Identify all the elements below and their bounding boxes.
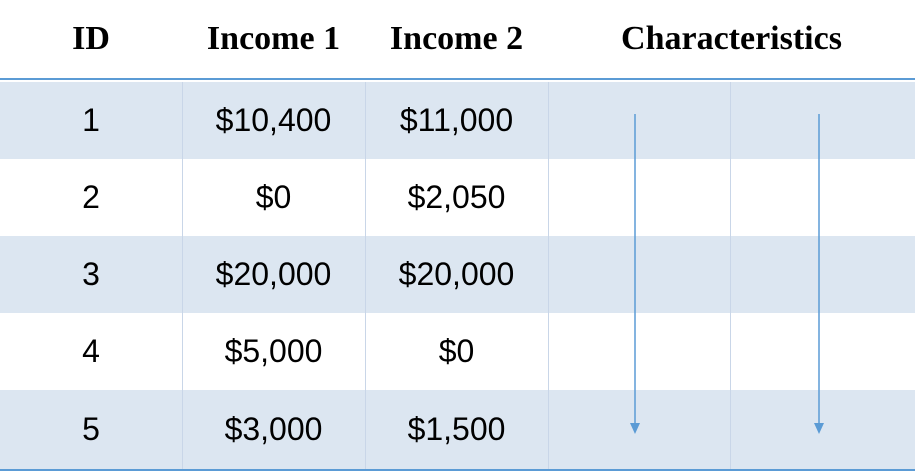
column-divider bbox=[365, 82, 366, 469]
header-characteristics: Characteristics bbox=[621, 20, 842, 57]
cell-income-2: $11,000 bbox=[399, 102, 514, 138]
header-id: ID bbox=[72, 20, 110, 57]
down-arrow-icon bbox=[814, 114, 824, 434]
cell-income-1: $0 bbox=[255, 179, 292, 215]
table-row: 1 $10,400 $11,000 bbox=[0, 82, 915, 159]
column-divider bbox=[182, 82, 183, 469]
cell-income-2: $1,500 bbox=[407, 411, 506, 447]
cell-income-1: $10,400 bbox=[215, 102, 332, 138]
down-arrow-icon bbox=[630, 114, 640, 434]
table-row: 2 $0 $2,050 bbox=[0, 159, 915, 236]
table-row: 4 $5,000 $0 bbox=[0, 313, 915, 390]
column-divider bbox=[548, 82, 549, 469]
column-divider bbox=[730, 82, 731, 469]
cell-id: 1 bbox=[82, 102, 100, 138]
cell-income-1: $20,000 bbox=[215, 256, 332, 292]
cell-id: 5 bbox=[82, 411, 100, 447]
header-income-1: Income 1 bbox=[206, 20, 341, 57]
cell-income-2: $2,050 bbox=[407, 179, 506, 215]
table-row: 5 $3,000 $1,500 bbox=[0, 390, 915, 469]
cell-id: 4 bbox=[82, 333, 100, 369]
cell-income-2: $20,000 bbox=[398, 256, 515, 292]
header-income-2: Income 2 bbox=[389, 20, 524, 57]
cell-income-2: $0 bbox=[438, 333, 475, 369]
cell-id: 3 bbox=[82, 256, 100, 292]
table-bottom-rule bbox=[0, 469, 915, 471]
table-row: 3 $20,000 $20,000 bbox=[0, 236, 915, 313]
cell-id: 2 bbox=[82, 179, 100, 215]
cell-income-1: $5,000 bbox=[224, 333, 323, 369]
cell-income-1: $3,000 bbox=[224, 411, 323, 447]
table-header: ID Income 1 Income 2 Characteristics bbox=[0, 0, 915, 80]
